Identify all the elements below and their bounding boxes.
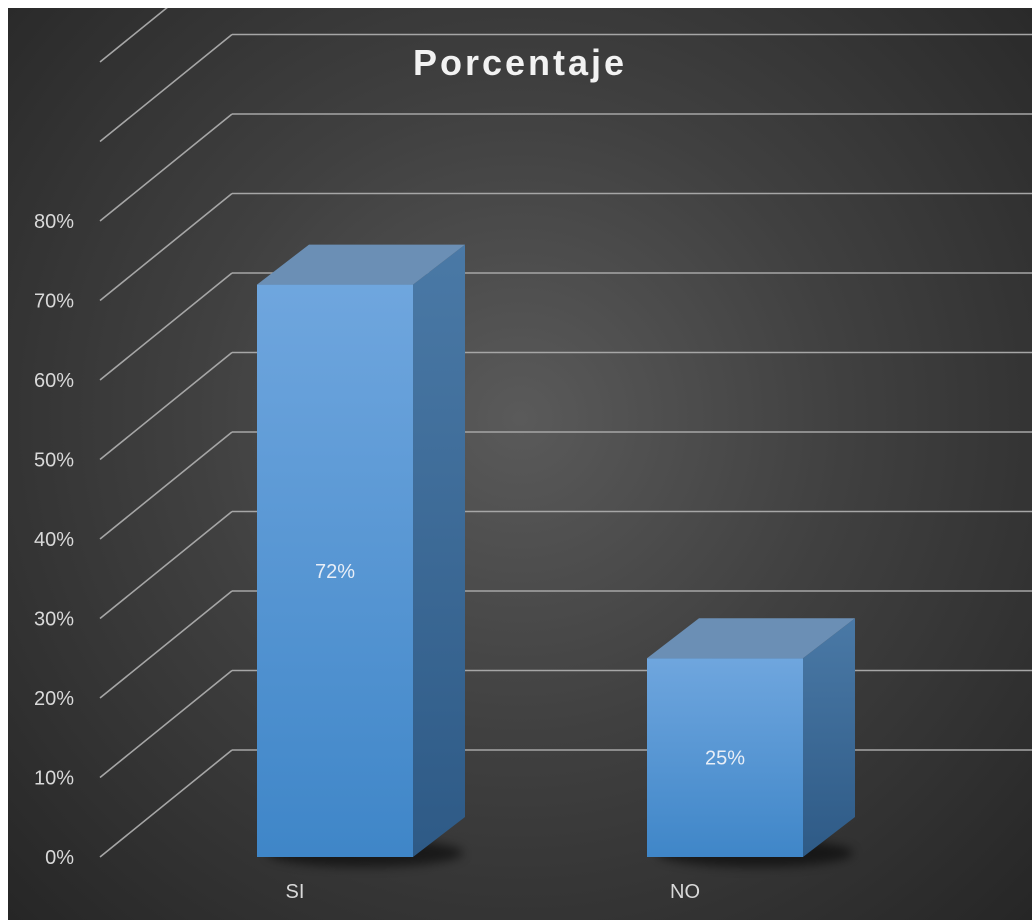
gridline [99,33,1032,143]
gridline [99,113,1032,222]
gridline [99,272,1032,381]
chart-area: Porcentaje 0% 10% 20% 30% 40% 50% 60% 70% 80% 72%… [8,8,1032,920]
y-tick-label: 50% [34,450,74,472]
gridline [99,749,1032,858]
chart-plot: 0% 10% 20% 30% 40% 50% 60% 70% 80% 72% SI 25% NO [34,8,1032,903]
gridline [99,510,1032,620]
x-tick-label: SI [286,881,305,903]
gridline [99,192,1032,302]
chart-title: Porcentaje [412,42,628,83]
gridline [99,669,1032,779]
data-label: 72% [315,561,355,583]
bar-no [647,618,855,867]
y-tick-label: 80% [34,211,74,233]
y-tick-label: 20% [34,688,74,710]
gridline [99,431,1032,540]
gridline [99,590,1032,699]
y-tick-label: 30% [34,609,74,631]
y-tick-label: 0% [45,847,74,869]
x-tick-label: NO [670,881,700,903]
gridline [99,351,1032,461]
gridline [99,8,168,63]
y-tick-label: 10% [34,768,74,790]
y-tick-label: 40% [34,529,74,551]
y-tick-label: 70% [34,291,74,313]
y-tick-label: 60% [34,370,74,392]
data-label: 25% [705,748,745,770]
bar-si [257,244,465,867]
